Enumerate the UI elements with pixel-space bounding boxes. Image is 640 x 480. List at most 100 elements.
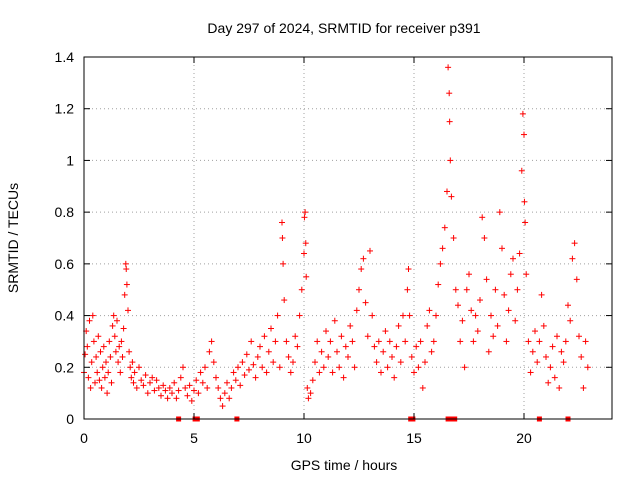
data-point xyxy=(336,364,343,371)
data-point xyxy=(481,235,488,241)
data-point xyxy=(105,369,112,376)
data-point xyxy=(389,353,395,360)
data-point xyxy=(171,379,178,386)
data-point xyxy=(405,266,412,273)
data-point xyxy=(280,260,287,267)
data-point xyxy=(130,379,137,386)
data-point xyxy=(450,235,457,241)
data-point xyxy=(435,281,442,288)
data-point xyxy=(219,403,226,410)
data-point xyxy=(505,307,512,314)
data-point xyxy=(549,343,556,350)
data-point xyxy=(472,312,479,319)
data-point xyxy=(270,359,277,366)
data-point xyxy=(237,382,244,389)
y-tick-label: 0.2 xyxy=(55,359,75,375)
y-tick-label: 0.6 xyxy=(55,256,75,272)
data-point xyxy=(184,392,191,399)
data-point xyxy=(340,374,347,381)
data-point xyxy=(305,395,312,402)
data-point xyxy=(164,395,171,402)
data-point xyxy=(94,369,101,376)
y-tick-label: 1.2 xyxy=(55,101,75,117)
data-point xyxy=(446,118,453,125)
data-point xyxy=(582,338,589,345)
data-point xyxy=(584,364,591,371)
data-point xyxy=(455,302,461,309)
data-point xyxy=(521,131,527,138)
data-point xyxy=(301,250,307,257)
data-point xyxy=(109,322,116,329)
plot-border xyxy=(83,56,613,420)
data-point xyxy=(525,338,532,345)
data-point xyxy=(351,364,358,371)
data-point xyxy=(514,286,521,293)
data-point xyxy=(400,312,406,319)
data-point xyxy=(87,384,94,391)
data-point xyxy=(158,392,164,399)
data-point xyxy=(213,374,219,381)
data-point xyxy=(488,312,494,319)
data-point xyxy=(298,286,305,293)
data-point xyxy=(358,266,365,273)
data-point xyxy=(580,384,587,391)
data-point xyxy=(406,312,413,319)
data-point xyxy=(116,343,123,350)
data-point xyxy=(395,322,402,329)
data-point xyxy=(112,348,119,355)
data-point xyxy=(301,214,308,221)
data-point xyxy=(246,366,252,373)
data-point xyxy=(239,359,246,366)
data-point xyxy=(551,374,558,381)
data-point xyxy=(501,291,508,298)
data-point xyxy=(274,312,281,319)
data-point xyxy=(166,384,173,391)
data-point xyxy=(386,338,393,345)
data-point xyxy=(93,353,100,360)
data-point xyxy=(424,322,431,329)
data-point xyxy=(257,343,263,350)
data-point xyxy=(226,395,233,402)
data-point xyxy=(160,382,167,389)
data-point xyxy=(367,247,373,254)
data-point xyxy=(119,353,126,360)
data-point xyxy=(554,333,560,340)
data-point xyxy=(529,348,536,355)
data-point xyxy=(353,307,360,314)
data-point xyxy=(221,390,228,397)
data-point xyxy=(285,353,292,360)
x-tick-label: 0 xyxy=(80,430,88,446)
data-point xyxy=(104,390,111,397)
data-point xyxy=(133,384,140,391)
data-point xyxy=(507,271,514,278)
data-point xyxy=(90,338,97,345)
data-point xyxy=(578,353,585,360)
data-point xyxy=(314,338,321,345)
y-tick-label: 0.8 xyxy=(55,204,75,220)
data-point xyxy=(142,372,149,379)
data-point xyxy=(404,286,411,293)
data-point xyxy=(444,188,450,195)
data-point xyxy=(250,361,257,368)
data-point xyxy=(474,328,481,335)
data-point xyxy=(193,377,200,384)
data-point xyxy=(536,338,543,345)
data-point xyxy=(268,325,274,332)
data-point xyxy=(382,328,389,335)
data-point xyxy=(195,390,202,397)
data-point xyxy=(272,338,279,345)
data-point xyxy=(569,255,576,262)
data-point xyxy=(149,374,156,381)
data-point xyxy=(560,359,567,366)
data-point xyxy=(356,286,362,293)
data-point xyxy=(408,353,415,360)
data-point xyxy=(325,353,332,360)
data-point xyxy=(522,219,529,226)
data-point xyxy=(468,307,475,314)
data-point xyxy=(127,364,134,371)
data-point xyxy=(153,377,160,384)
data-point xyxy=(138,377,145,384)
x-tick-label: 15 xyxy=(406,430,422,446)
data-point xyxy=(279,235,286,241)
